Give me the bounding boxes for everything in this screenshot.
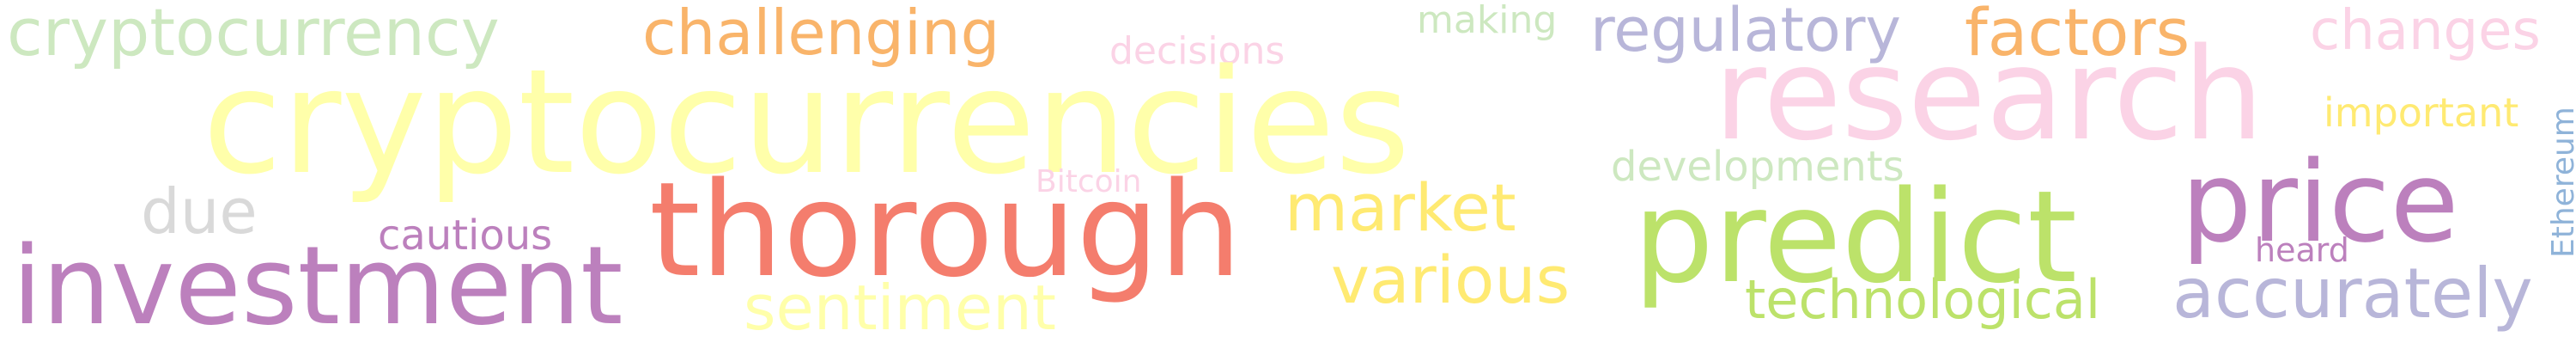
word-decisions: decisions: [1109, 29, 1285, 73]
word-cryptocurrencies: cryptocurrencies: [203, 38, 1411, 206]
word-market: market: [1285, 169, 1516, 246]
word-important: important: [2324, 89, 2519, 136]
word-predict: predict: [1633, 163, 2078, 311]
word-developments: developments: [1611, 143, 1905, 191]
word-making: making: [1417, 0, 1558, 42]
word-factors: factors: [1965, 0, 2190, 70]
word-research: research: [1714, 21, 2264, 168]
word-regulatory: regulatory: [1590, 0, 1901, 65]
word-thorough: thorough: [649, 154, 1242, 306]
word-price: price: [2181, 137, 2459, 267]
word-various: various: [1331, 242, 1571, 318]
word-accurately: accurately: [2172, 254, 2533, 334]
word-due: due: [141, 175, 258, 248]
word-sentiment: sentiment: [744, 272, 1056, 344]
word-technological: technological: [1745, 268, 2101, 331]
word-bitcoin: Bitcoin: [1036, 164, 1142, 199]
word-challenging: challenging: [642, 0, 1000, 69]
word-investment: investment: [12, 223, 623, 349]
word-changes: changes: [2310, 0, 2541, 63]
word-ethereum: Ethereum: [2546, 107, 2576, 258]
word-cautious: cautious: [378, 211, 553, 260]
word-heard: heard: [2255, 231, 2349, 269]
word-cryptocurrency: cryptocurrency: [7, 0, 500, 70]
